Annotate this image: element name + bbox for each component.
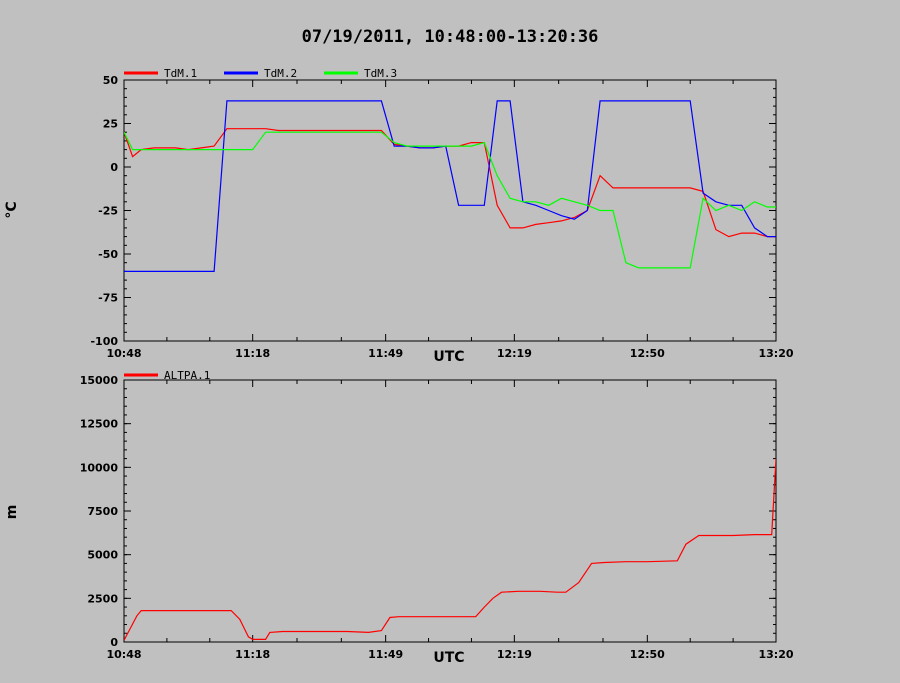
x-tick-label: 10:48 bbox=[106, 347, 141, 360]
legend-label: TdM.1 bbox=[164, 67, 197, 80]
y-tick-label: -50 bbox=[98, 248, 118, 261]
x-tick-label: 10:48 bbox=[106, 648, 141, 661]
x-tick-label: 13:20 bbox=[758, 648, 793, 661]
y-tick-label: -100 bbox=[90, 335, 118, 348]
series-line-TdM.2 bbox=[124, 100, 776, 272]
x-tick-label: 11:18 bbox=[235, 648, 270, 661]
x-tick-label: 13:20 bbox=[758, 347, 793, 360]
y-tick-label: 25 bbox=[103, 118, 118, 131]
y-axis-title: m bbox=[4, 505, 20, 520]
x-tick-label: 11:49 bbox=[368, 347, 403, 360]
y-tick-label: 50 bbox=[103, 74, 119, 87]
x-tick-label: 12:19 bbox=[497, 347, 532, 360]
y-tick-label: 0 bbox=[110, 636, 118, 649]
x-tick-label: 12:50 bbox=[630, 648, 665, 661]
y-tick-label: 12500 bbox=[80, 418, 119, 431]
plot-frame bbox=[123, 79, 777, 342]
x-tick-label: 12:50 bbox=[630, 347, 665, 360]
y-tick-label: 15000 bbox=[80, 374, 119, 387]
plot-frame bbox=[123, 379, 777, 643]
y-tick-label: 0 bbox=[110, 161, 118, 174]
y-tick-label: -25 bbox=[98, 205, 118, 218]
x-tick-label: 11:49 bbox=[368, 648, 403, 661]
x-axis-title: UTC bbox=[433, 650, 464, 666]
chart-title: 07/19/2011, 10:48:00-13:20:36 bbox=[301, 27, 599, 47]
series-line-TdM.1 bbox=[124, 128, 776, 238]
series-line-ALTPA.1 bbox=[124, 458, 776, 641]
x-tick-label: 12:19 bbox=[497, 648, 532, 661]
y-tick-label: 5000 bbox=[87, 549, 118, 562]
y-tick-label: 2500 bbox=[87, 592, 118, 605]
x-axis-title: UTC bbox=[433, 349, 464, 365]
y-tick-label: 10000 bbox=[80, 461, 119, 474]
legend-label: TdM.2 bbox=[264, 67, 297, 80]
y-tick-label: 7500 bbox=[87, 505, 118, 518]
y-axis-title: °C bbox=[4, 201, 20, 218]
series-line-TdM.3 bbox=[124, 131, 776, 269]
x-tick-label: 11:18 bbox=[235, 347, 270, 360]
legend-label: ALTPA.1 bbox=[164, 369, 210, 382]
panel-2: 15000 12500 10000 7500 5000 2500 010:48 11:18 11… bbox=[4, 369, 794, 666]
y-tick-label: -75 bbox=[98, 292, 118, 305]
legend-label: TdM.3 bbox=[364, 67, 397, 80]
